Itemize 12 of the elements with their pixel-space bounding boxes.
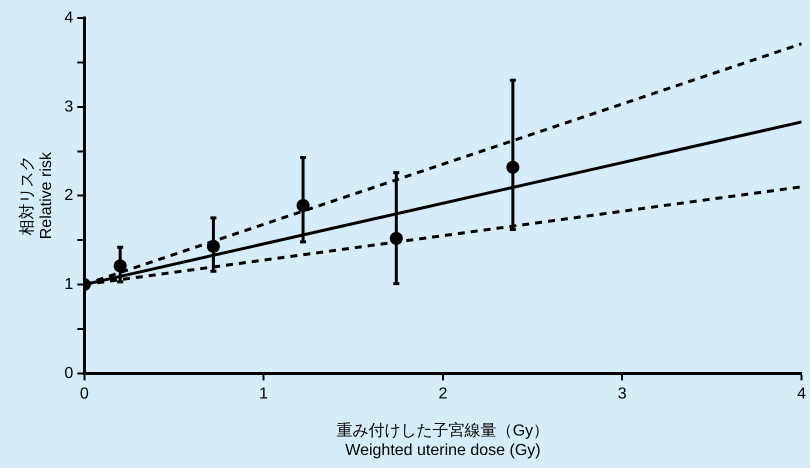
x-tick-label: 4 — [797, 385, 806, 402]
y-tick-label: 3 — [64, 98, 74, 116]
x-tick-label: 2 — [438, 385, 448, 402]
y-tick-label: 4 — [64, 9, 74, 26]
x-axis-title: 重み付けした子宮線量（Gy） Weighted uterine dose (Gy) — [336, 422, 550, 459]
y-tick-label: 1 — [64, 276, 74, 293]
x-tick-label: 0 — [80, 385, 89, 402]
y-axis-title: 相対リスク Relative risk — [18, 151, 56, 240]
x-tick-label: 3 — [618, 385, 627, 402]
x-tick-label: 1 — [259, 385, 268, 402]
y-tick-label: 2 — [64, 187, 74, 204]
y-tick-label: 0 — [64, 364, 74, 382]
